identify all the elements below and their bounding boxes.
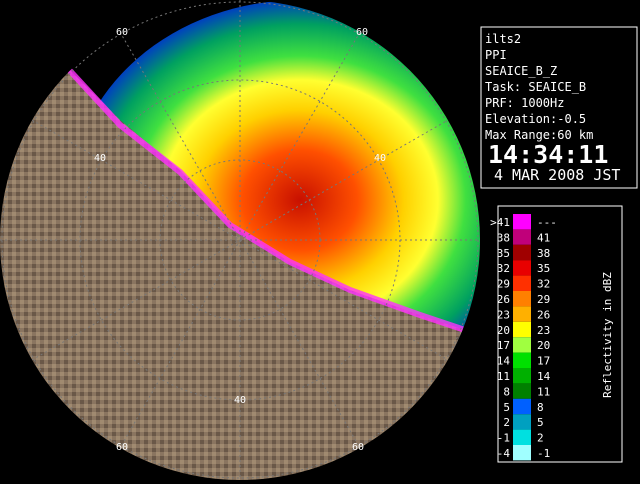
info-line: SEAICE_B_Z xyxy=(485,64,557,78)
date: 4 MAR 2008 JST xyxy=(494,166,620,184)
info-line: Max Range:60 km xyxy=(485,128,593,142)
scale-left-label: 38 xyxy=(497,231,510,244)
info-line: Elevation:-0.5 xyxy=(485,112,586,126)
range-label: 60 xyxy=(356,27,368,38)
scale-right-label: 41 xyxy=(537,231,550,244)
time: 14:34:11 xyxy=(488,140,608,169)
scale-left-label: 17 xyxy=(497,339,510,352)
scale-swatch xyxy=(513,244,531,261)
scale-swatch xyxy=(513,260,531,276)
range-label: 40 xyxy=(374,153,386,164)
scale-right-label: 17 xyxy=(537,355,550,368)
scale-swatch xyxy=(513,337,531,353)
scale-left-label: 23 xyxy=(497,308,510,321)
scale-left-label: 32 xyxy=(497,262,510,275)
scale-right-label: 35 xyxy=(537,262,550,275)
scale-right-label: 29 xyxy=(537,293,550,306)
scale-swatch xyxy=(513,398,531,415)
scale-swatch xyxy=(513,368,531,384)
range-label: 60 xyxy=(352,442,364,453)
scale-swatch xyxy=(513,383,531,399)
range-label: 60 xyxy=(116,27,128,38)
scale-left-label: 8 xyxy=(503,385,510,398)
scale-swatch xyxy=(513,229,531,245)
scale-left-label: 5 xyxy=(503,401,510,414)
scale-title: Reflectivity in dBZ xyxy=(601,272,614,398)
info-line: PPI xyxy=(485,48,507,62)
scale-right-label: --- xyxy=(537,216,557,229)
scale-swatch xyxy=(513,275,531,291)
radar-ppi xyxy=(0,0,480,480)
scale-left-label: 35 xyxy=(497,247,510,260)
scale-right-label: 8 xyxy=(537,401,544,414)
scale-right-label: 5 xyxy=(537,416,544,429)
scale-left-label: 26 xyxy=(497,293,510,306)
scale-right-label: 14 xyxy=(537,370,551,383)
scale-right-label: 26 xyxy=(537,308,550,321)
scale-swatch xyxy=(513,429,531,445)
scale-right-label: 38 xyxy=(537,247,550,260)
scale-left-label: 11 xyxy=(497,370,510,383)
scale-right-label: 11 xyxy=(537,385,550,398)
range-labels: 60 40 40 60 40 60 60 xyxy=(94,27,386,453)
scale-left-label: 29 xyxy=(497,278,510,291)
info-panel xyxy=(480,26,638,189)
scale-right-label: 20 xyxy=(537,339,550,352)
scale-right-label: 32 xyxy=(537,278,550,291)
range-label: 60 xyxy=(116,442,128,453)
scale-swatch xyxy=(513,352,531,368)
scale-left-label: >41 xyxy=(490,216,510,229)
scale-swatch xyxy=(513,445,531,461)
scale-right-label: -1 xyxy=(537,447,550,460)
scale-right-label: 23 xyxy=(537,324,550,337)
range-label: 40 xyxy=(234,395,246,406)
scale-swatch xyxy=(513,214,531,230)
info-lines: ilts2 PPI SEAICE_B_Z Task: SEAICE_B PRF: 100… xyxy=(485,32,593,142)
scale-swatch xyxy=(513,321,531,338)
info-line: Task: SEAICE_B xyxy=(485,80,586,94)
scale-right-label: 2 xyxy=(537,432,544,445)
info-line: ilts2 xyxy=(485,32,521,46)
scale-left-label: 20 xyxy=(497,324,510,337)
scale-left-label: -1 xyxy=(497,432,510,445)
scale-swatch xyxy=(513,414,531,430)
coast-echo xyxy=(0,7,480,338)
scale-swatch xyxy=(513,291,531,307)
scale-swatch xyxy=(513,306,531,322)
scale-left-label: -4 xyxy=(497,447,511,460)
range-label: 40 xyxy=(94,153,106,164)
scale-left-label: 2 xyxy=(503,416,510,429)
info-line: PRF: 1000Hz xyxy=(485,96,564,110)
scale-left-label: 14 xyxy=(497,355,511,368)
color-scale: >41 --- 38 41 35 38 32 35 29 32 26 29 23 26 20 23 17 20 14… xyxy=(490,214,557,461)
range-rings xyxy=(0,0,480,480)
